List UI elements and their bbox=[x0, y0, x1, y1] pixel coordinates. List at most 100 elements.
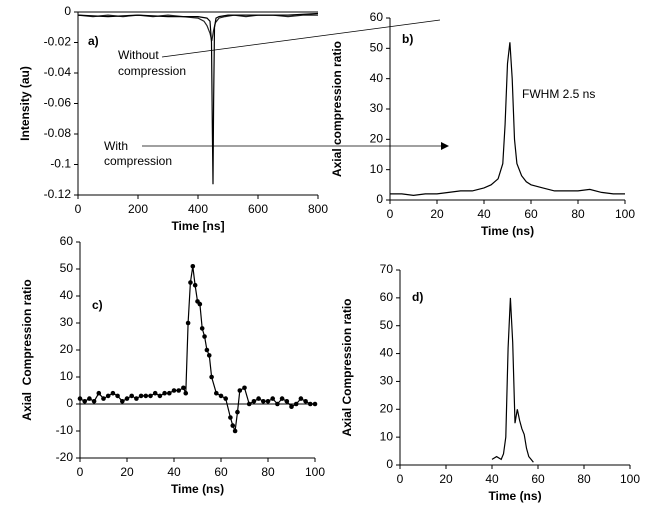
data-point bbox=[77, 396, 83, 401]
y-tick-label: 0 bbox=[66, 396, 73, 410]
y-tick-label: -0.1 bbox=[50, 157, 71, 171]
y-tick-label: 20 bbox=[370, 132, 384, 146]
y-tick-label: 20 bbox=[60, 342, 74, 356]
data-point bbox=[96, 390, 102, 396]
x-tick-label: 0 bbox=[387, 207, 394, 221]
x-tick-label: 40 bbox=[485, 472, 499, 486]
data-point bbox=[232, 428, 238, 434]
data-point bbox=[206, 353, 212, 358]
data-point bbox=[214, 390, 219, 396]
y-tick-label: 10 bbox=[380, 429, 394, 443]
data-point bbox=[115, 393, 120, 399]
x-tick-label: 100 bbox=[615, 207, 635, 221]
data-point bbox=[209, 374, 214, 380]
x-tick-label: 40 bbox=[167, 465, 181, 479]
x-axis-title: Time (ns) bbox=[171, 482, 224, 496]
y-tick-label: 30 bbox=[380, 374, 394, 388]
data-point bbox=[190, 264, 196, 269]
x-axis-title: Time (ns) bbox=[488, 489, 541, 503]
data-point bbox=[110, 390, 116, 396]
y-tick-label: 50 bbox=[60, 261, 74, 275]
annotation: With bbox=[104, 139, 128, 153]
data-point bbox=[202, 334, 207, 339]
data-point bbox=[284, 399, 290, 404]
annotation: compression bbox=[104, 154, 172, 168]
annotation: c) bbox=[92, 298, 103, 312]
y-tick-label: 0 bbox=[386, 457, 393, 471]
y-tick-label: 40 bbox=[60, 288, 74, 302]
x-tick-label: 100 bbox=[305, 465, 325, 479]
x-tick-label: 400 bbox=[188, 202, 208, 216]
data-point bbox=[138, 393, 144, 399]
x-tick-label: 0 bbox=[75, 202, 82, 216]
y-tick-label: -20 bbox=[56, 450, 74, 464]
data-point bbox=[188, 280, 193, 285]
x-tick-label: 60 bbox=[531, 472, 545, 486]
data-point bbox=[105, 393, 111, 399]
annotation-pointer bbox=[161, 19, 441, 58]
data-point bbox=[289, 404, 294, 410]
data-point bbox=[275, 401, 280, 407]
data-point bbox=[87, 396, 92, 401]
data-point bbox=[279, 396, 285, 401]
x-tick-label: 20 bbox=[439, 472, 453, 486]
x-tick-label: 60 bbox=[524, 207, 538, 221]
y-tick-label: 40 bbox=[370, 71, 384, 85]
data-point bbox=[171, 388, 177, 393]
x-tick-label: 800 bbox=[308, 202, 328, 216]
arrow-head bbox=[441, 142, 449, 150]
data-point bbox=[237, 388, 243, 393]
data-point bbox=[120, 399, 125, 404]
data-point bbox=[312, 401, 318, 407]
y-tick-label: -0.08 bbox=[44, 126, 72, 140]
data-line bbox=[77, 12, 319, 185]
y-tick-label: 60 bbox=[60, 234, 74, 248]
data-point bbox=[235, 409, 240, 415]
data-point bbox=[303, 399, 308, 404]
annotation: b) bbox=[402, 32, 413, 46]
data-point bbox=[152, 390, 158, 396]
y-tick-label: 10 bbox=[370, 162, 384, 176]
data-point bbox=[261, 399, 266, 404]
data-line bbox=[77, 14, 318, 42]
x-axis-title: Time (ns) bbox=[481, 224, 534, 238]
y-tick-label: 50 bbox=[370, 41, 384, 55]
data-point bbox=[134, 396, 139, 401]
data-point bbox=[242, 385, 247, 391]
y-tick-label: -0.04 bbox=[44, 65, 72, 79]
y-tick-label: 70 bbox=[380, 262, 394, 276]
y-tick-label: -0.12 bbox=[44, 187, 72, 201]
y-axis-title: Intensity (au) bbox=[18, 66, 32, 141]
x-tick-label: 0 bbox=[397, 472, 404, 486]
data-point bbox=[204, 347, 210, 353]
data-point bbox=[197, 301, 203, 307]
annotation: compression bbox=[118, 64, 186, 78]
data-point bbox=[251, 399, 257, 404]
data-point bbox=[162, 390, 167, 396]
y-tick-label: -0.06 bbox=[44, 96, 72, 110]
data-point bbox=[129, 393, 134, 399]
data-point bbox=[101, 396, 106, 401]
y-tick-label: -0.02 bbox=[44, 35, 72, 49]
data-point bbox=[218, 393, 224, 399]
x-tick-label: 80 bbox=[577, 472, 591, 486]
y-axis-title: Axial Compression ratio bbox=[340, 298, 354, 436]
x-tick-label: 60 bbox=[214, 465, 228, 479]
y-tick-label: 10 bbox=[60, 369, 74, 383]
data-point bbox=[148, 393, 153, 399]
data-point bbox=[228, 415, 233, 420]
y-tick-label: 30 bbox=[60, 315, 74, 329]
y-tick-label: 60 bbox=[370, 10, 384, 24]
data-point bbox=[82, 399, 87, 404]
x-tick-label: 20 bbox=[120, 465, 134, 479]
x-tick-label: 40 bbox=[477, 207, 491, 221]
data-point bbox=[265, 399, 271, 404]
y-tick-label: 40 bbox=[380, 346, 394, 360]
x-tick-label: 200 bbox=[128, 202, 148, 216]
y-tick-label: 50 bbox=[380, 318, 394, 332]
x-axis-title: Time [ns] bbox=[171, 219, 224, 233]
y-tick-label: -10 bbox=[56, 423, 74, 437]
data-point bbox=[176, 388, 181, 393]
y-tick-label: 30 bbox=[370, 101, 384, 115]
data-point bbox=[91, 399, 97, 404]
